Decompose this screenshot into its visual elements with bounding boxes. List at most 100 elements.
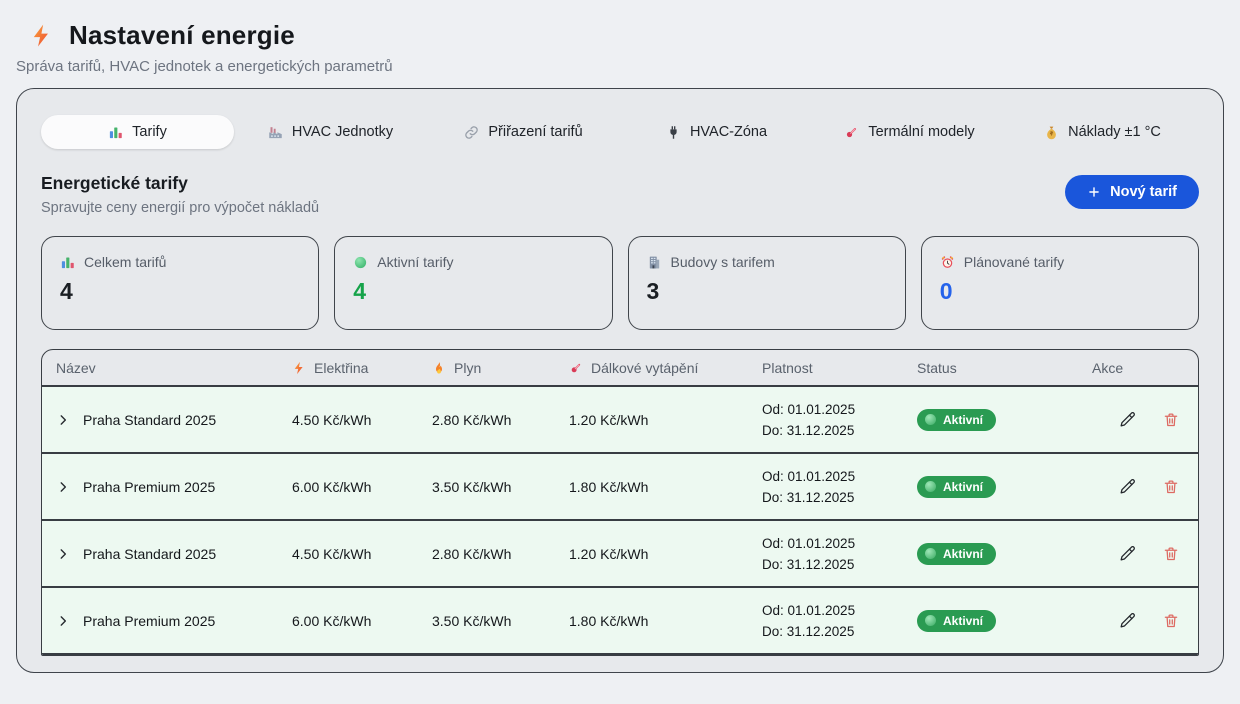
delete-button[interactable] bbox=[1162, 545, 1180, 563]
edit-button[interactable] bbox=[1118, 477, 1137, 496]
valid-to: Do: 31.12.2025 bbox=[762, 556, 855, 572]
table-column-label: Elektřina bbox=[314, 359, 369, 376]
section-title: Energetické tarify bbox=[41, 173, 188, 193]
bolt-icon bbox=[29, 23, 54, 48]
trash-icon bbox=[1162, 478, 1180, 496]
tab-label: Termální modely bbox=[868, 124, 975, 140]
status-label: Aktivní bbox=[943, 546, 984, 561]
thermometer-icon bbox=[844, 125, 859, 140]
table-column-header: Plyn bbox=[419, 360, 556, 376]
pencil-icon bbox=[1118, 544, 1137, 563]
pencil-icon bbox=[1118, 477, 1137, 496]
bar-chart-icon bbox=[108, 125, 123, 140]
table-column-header: Dálkové vytápění bbox=[556, 360, 749, 376]
district-heating-price: 1.80 Kč/kWh bbox=[569, 612, 649, 629]
table-row: Praha Standard 2025 4.50 Kč/kWh 2.80 Kč/… bbox=[42, 521, 1198, 588]
stat-value: 4 bbox=[353, 278, 367, 304]
table-column-label: Dálkové vytápění bbox=[591, 359, 699, 376]
table-column-label: Akce bbox=[1092, 359, 1124, 376]
page-subtitle: Správa tarifů, HVAC jednotek a energetic… bbox=[16, 58, 393, 75]
plus-icon bbox=[1087, 185, 1101, 199]
electricity-price: 6.00 Kč/kWh bbox=[292, 612, 372, 629]
table-column-label: Název bbox=[56, 359, 96, 376]
pencil-icon bbox=[1118, 410, 1137, 429]
tab-hvac-zona[interactable]: HVAC-Zóna bbox=[620, 115, 813, 149]
status-badge: Aktivní bbox=[917, 609, 997, 632]
new-tariff-button[interactable]: Nový tarif bbox=[1065, 175, 1199, 209]
plug-icon bbox=[666, 125, 681, 140]
stat-value: 0 bbox=[939, 278, 953, 304]
electricity-price: 4.50 Kč/kWh bbox=[292, 411, 372, 428]
district-heating-price: 1.20 Kč/kWh bbox=[569, 411, 649, 428]
row-expand-button[interactable] bbox=[56, 614, 70, 628]
trash-icon bbox=[1162, 411, 1180, 429]
stats-row: Celkem tarifů 4 Aktivní tarify 4 Budovy … bbox=[41, 236, 1199, 330]
pencil-icon bbox=[1118, 611, 1137, 630]
valid-to: Do: 31.12.2025 bbox=[762, 623, 855, 639]
tab-tarify[interactable]: Tarify bbox=[41, 115, 234, 149]
stat-value: 4 bbox=[60, 278, 73, 304]
tariff-name: Praha Standard 2025 bbox=[83, 545, 217, 562]
table-column-header: Akce bbox=[1079, 360, 1198, 376]
factory-icon bbox=[268, 125, 283, 140]
table-column-label: Plyn bbox=[454, 359, 482, 376]
chevron-right-icon bbox=[56, 413, 70, 427]
tab-prirazeni-tarifu[interactable]: Přiřazení tarifů bbox=[427, 115, 620, 149]
page-header: Nastavení energie Správa tarifů, HVAC je… bbox=[0, 0, 1240, 75]
chevron-right-icon bbox=[56, 547, 70, 561]
edit-button[interactable] bbox=[1118, 544, 1137, 563]
row-expand-button[interactable] bbox=[56, 547, 70, 561]
tariff-name: Praha Premium 2025 bbox=[83, 612, 216, 629]
valid-from: Od: 01.01.2025 bbox=[762, 535, 856, 551]
energy-settings-card: Tarify HVAC Jednotky Přiřazení tarifů HV… bbox=[16, 88, 1224, 673]
tab-label: HVAC-Zóna bbox=[689, 124, 768, 140]
tab-bar: Tarify HVAC Jednotky Přiřazení tarifů HV… bbox=[41, 115, 1199, 149]
valid-to: Do: 31.12.2025 bbox=[762, 489, 855, 505]
section-header: Energetické tarify Spravujte ceny energi… bbox=[41, 173, 1199, 216]
valid-from: Od: 01.01.2025 bbox=[762, 401, 856, 417]
trash-icon bbox=[1162, 612, 1180, 630]
row-expand-button[interactable] bbox=[56, 480, 70, 494]
tab-label: HVAC Jednotky bbox=[291, 124, 394, 140]
status-badge: Aktivní bbox=[917, 542, 997, 565]
new-tariff-button-label: Nový tarif bbox=[1110, 184, 1177, 200]
bolt-icon bbox=[292, 361, 306, 375]
valid-from: Od: 01.01.2025 bbox=[762, 602, 856, 618]
thermometer-icon bbox=[569, 361, 583, 375]
tab-termalni-modely[interactable]: Termální modely bbox=[813, 115, 1006, 149]
stat-card-aktivni-tarify: Aktivní tarify 4 bbox=[334, 236, 613, 330]
electricity-price: 4.50 Kč/kWh bbox=[292, 545, 372, 562]
table-column-header: Název bbox=[42, 360, 279, 376]
status-label: Aktivní bbox=[943, 479, 984, 494]
delete-button[interactable] bbox=[1162, 612, 1180, 630]
delete-button[interactable] bbox=[1162, 478, 1180, 496]
tab-label: Přiřazení tarifů bbox=[488, 124, 583, 140]
chevron-right-icon bbox=[56, 480, 70, 494]
table-row: Praha Standard 2025 4.50 Kč/kWh 2.80 Kč/… bbox=[42, 387, 1198, 454]
row-expand-button[interactable] bbox=[56, 413, 70, 427]
tab-hvac-jednotky[interactable]: HVAC Jednotky bbox=[234, 115, 427, 149]
link-icon bbox=[464, 125, 479, 140]
district-heating-price: 1.80 Kč/kWh bbox=[569, 478, 649, 495]
delete-button[interactable] bbox=[1162, 411, 1180, 429]
trash-icon bbox=[1162, 545, 1180, 563]
edit-button[interactable] bbox=[1118, 410, 1137, 429]
stat-card-budovy-s-tarifem: Budovy s tarifem 3 bbox=[627, 236, 906, 330]
status-dot-icon bbox=[925, 414, 936, 425]
valid-from: Od: 01.01.2025 bbox=[762, 468, 856, 484]
stat-label: Budovy s tarifem bbox=[670, 254, 775, 270]
table-column-header: Platnost bbox=[749, 360, 904, 376]
bar-chart-icon bbox=[60, 255, 75, 270]
status-label: Aktivní bbox=[943, 613, 984, 628]
edit-button[interactable] bbox=[1118, 611, 1137, 630]
building-icon bbox=[647, 255, 662, 270]
gas-price: 3.50 Kč/kWh bbox=[432, 612, 512, 629]
status-dot-icon bbox=[925, 615, 936, 626]
table-column-header: Elektřina bbox=[279, 360, 419, 376]
stat-card-celkem-tarifu: Celkem tarifů 4 bbox=[41, 236, 320, 330]
tab-label: Náklady ±1 °C bbox=[1068, 124, 1161, 140]
gas-price: 2.80 Kč/kWh bbox=[432, 411, 512, 428]
tariff-name: Praha Premium 2025 bbox=[83, 478, 216, 495]
tab-naklady[interactable]: Náklady ±1 °C bbox=[1006, 115, 1199, 149]
stat-card-planovane-tarify: Plánované tarify 0 bbox=[920, 236, 1199, 330]
